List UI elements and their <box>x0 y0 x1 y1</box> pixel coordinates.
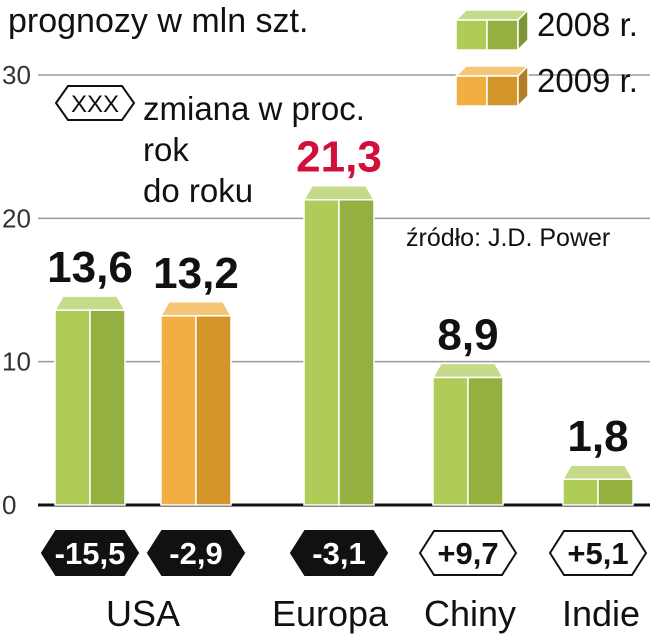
change-badge: +5,1 <box>548 530 648 576</box>
bar-value-label: 13,2 <box>153 249 239 298</box>
legend-marker-text: XXX <box>71 91 119 118</box>
legend-change-marker: XXX <box>54 85 136 121</box>
chart-subtitle: prognozy w mln szt. <box>8 2 309 40</box>
source-note: źródło: J.D. Power <box>406 224 611 252</box>
category-label: Europa <box>272 593 389 634</box>
legend-swatch <box>454 8 530 52</box>
bar <box>431 362 505 506</box>
change-badge: +9,7 <box>418 530 518 576</box>
bar-value-label: 13,6 <box>47 243 133 292</box>
bar-value-label: 21,3 <box>296 133 382 182</box>
legend-label-2009: 2009 r. <box>537 62 638 99</box>
change-badge: -3,1 <box>289 530 389 576</box>
legend-swatch <box>454 64 530 108</box>
y-tick-label: 10 <box>2 347 31 377</box>
category-label: USA <box>106 593 180 634</box>
bar <box>302 184 376 506</box>
change-value: +9,7 <box>437 536 498 571</box>
change-value: +5,1 <box>567 536 628 571</box>
legend-label-2008: 2008 r. <box>537 6 638 43</box>
category-label: Indie <box>562 593 640 634</box>
y-tick-label: 30 <box>2 60 31 90</box>
bar <box>561 464 635 506</box>
bar <box>159 301 233 506</box>
bar <box>53 295 127 506</box>
bar-value-label: 1,8 <box>567 412 628 461</box>
bar-value-label: 8,9 <box>437 310 498 359</box>
legend-change-note: zmiana w proc. rok do roku <box>143 88 365 211</box>
change-badge: -15,5 <box>40 530 140 576</box>
legend-note-line-2: rok <box>143 131 189 168</box>
change-badge: -2,9 <box>146 530 246 576</box>
change-value: -15,5 <box>55 536 126 571</box>
change-value: -3,1 <box>312 536 365 571</box>
category-label: Chiny <box>424 593 516 634</box>
legend-note-line-1: zmiana w proc. <box>143 90 365 127</box>
legend-note-line-3: do roku <box>143 172 254 209</box>
y-tick-label: 0 <box>2 490 16 520</box>
change-value: -2,9 <box>169 536 222 571</box>
y-tick-label: 20 <box>2 203 31 233</box>
